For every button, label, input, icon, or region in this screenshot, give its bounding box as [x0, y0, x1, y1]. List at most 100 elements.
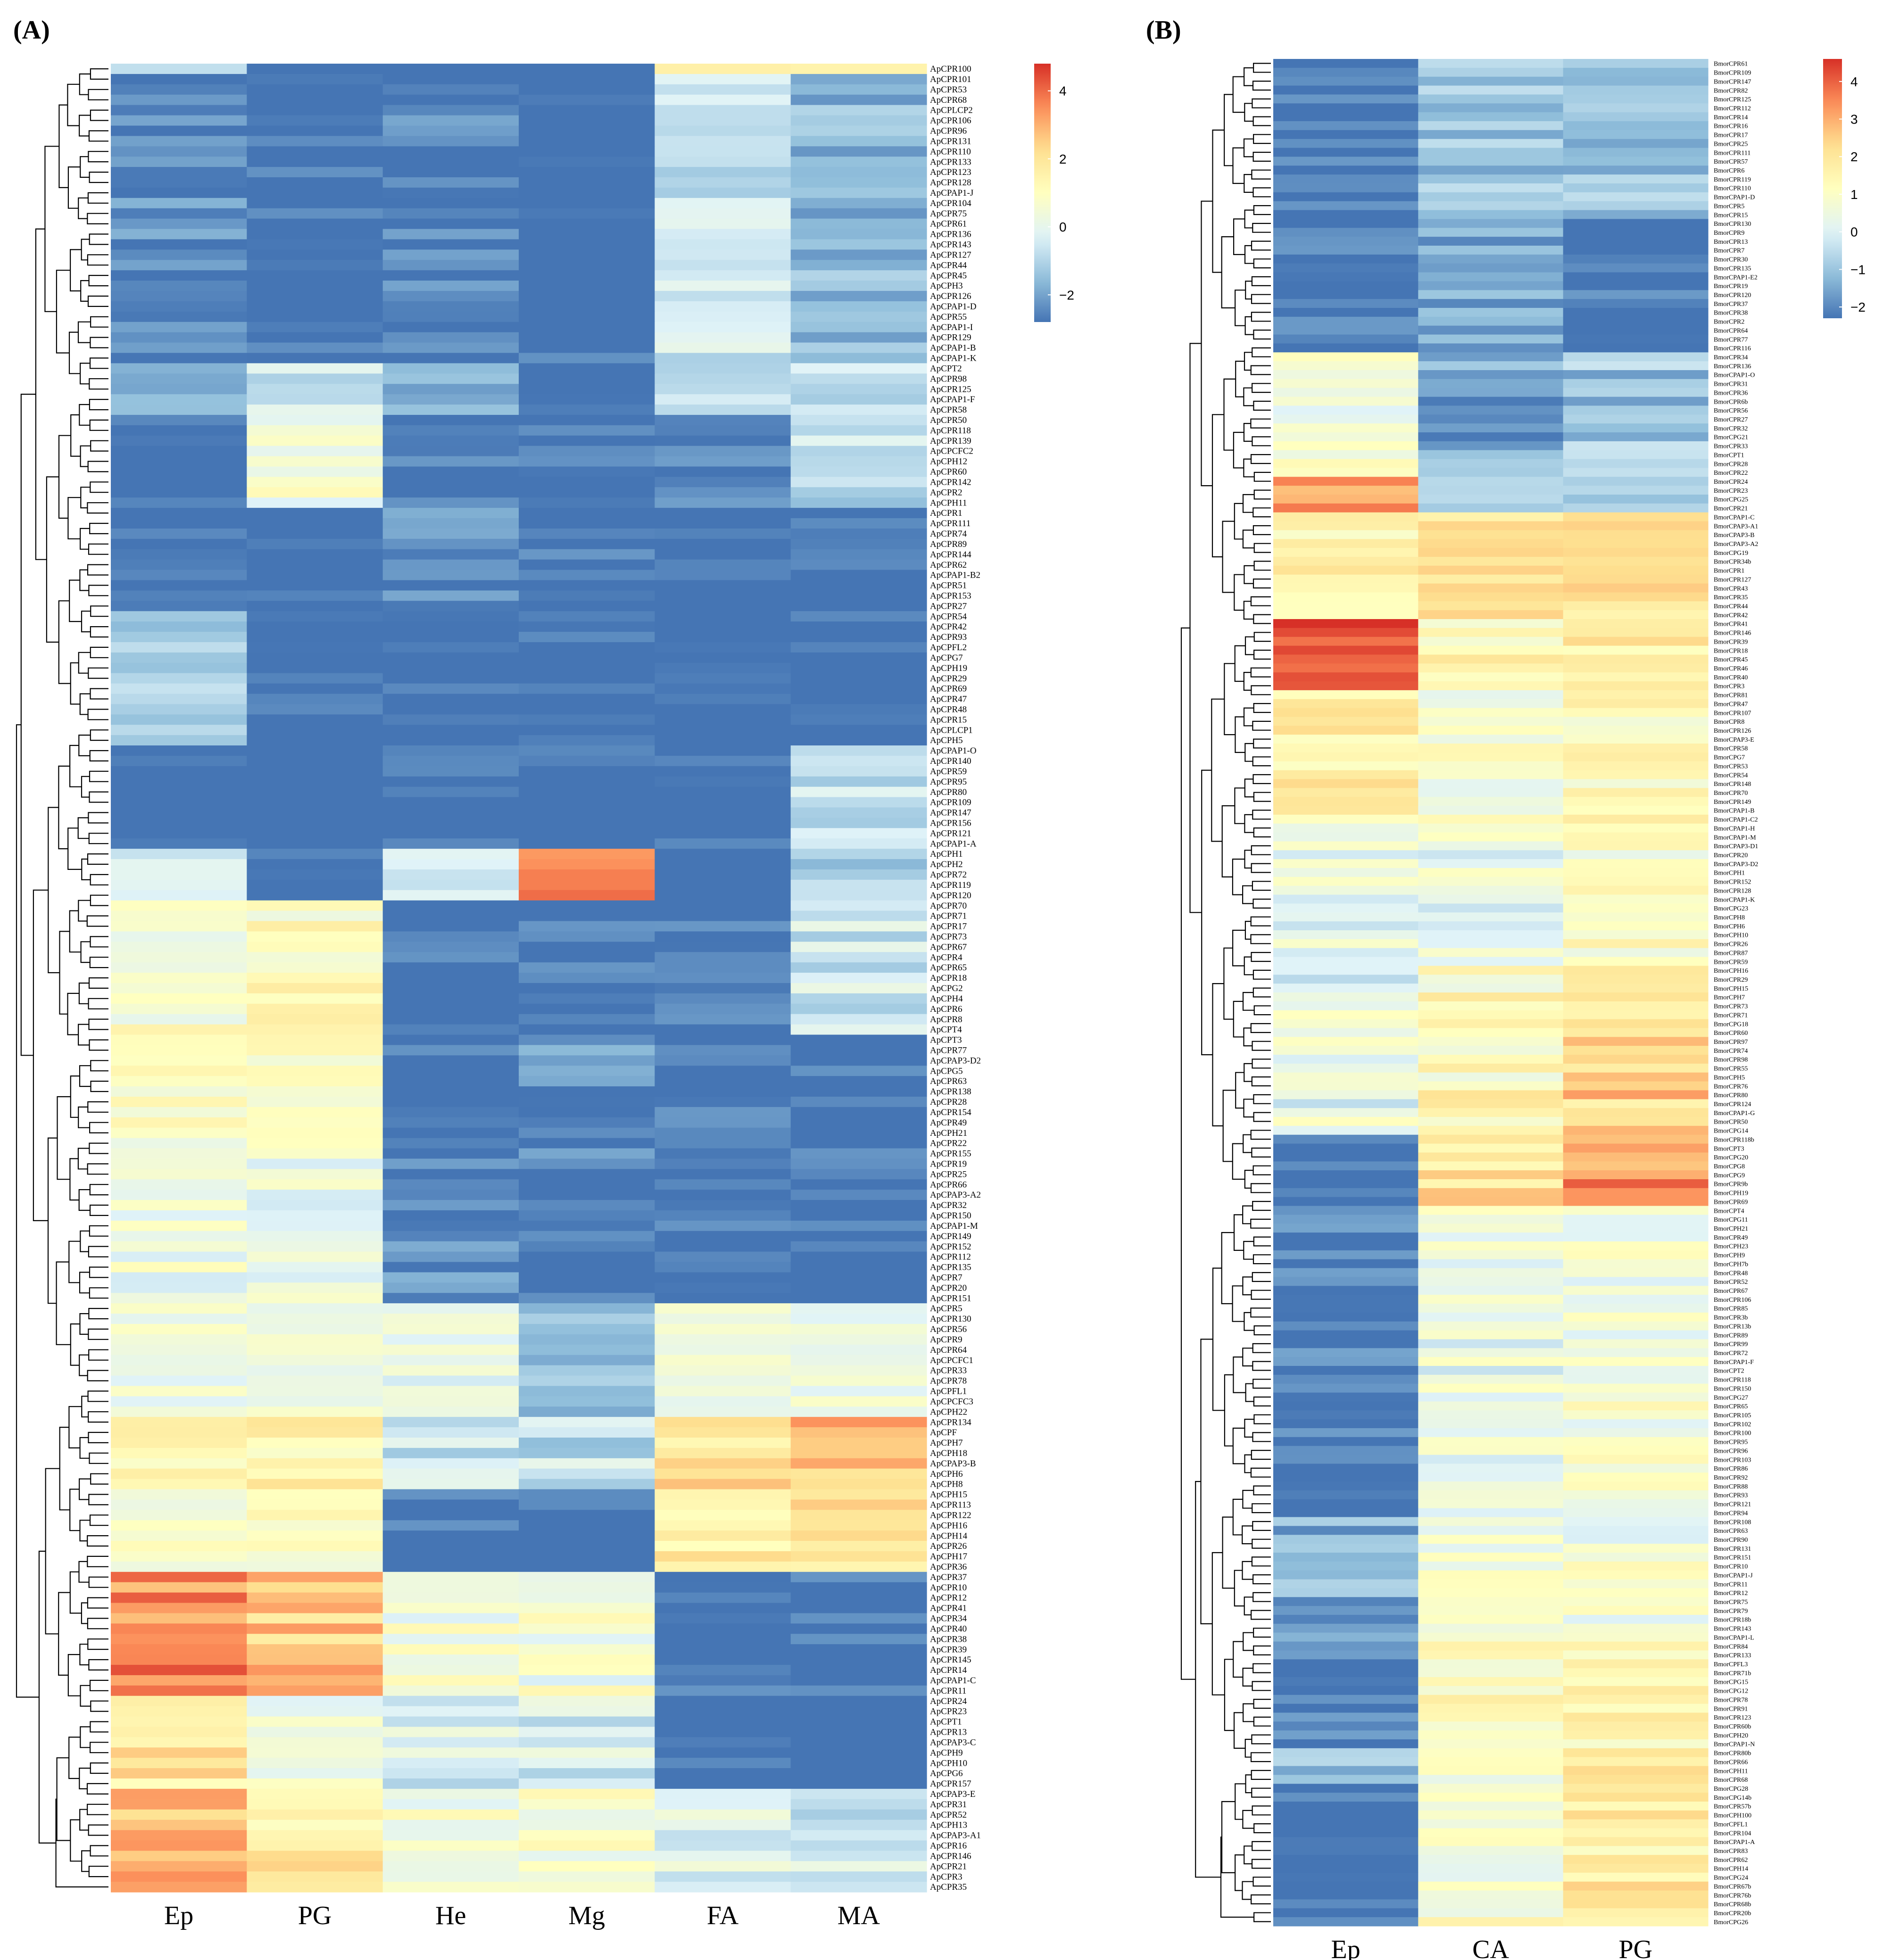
- heatmap-cell: [1563, 814, 1709, 824]
- dendrogram-branch: [1253, 116, 1271, 126]
- row-label: ApCPH2: [930, 860, 963, 869]
- heatmap-cell: [247, 786, 383, 798]
- heatmap-cell: [382, 64, 519, 74]
- heatmap-cell: [1418, 1908, 1564, 1918]
- dendrogram-branch: [79, 404, 90, 426]
- heatmap-cell: [382, 807, 519, 818]
- heatmap-cell: [790, 632, 927, 643]
- heatmap-cell: [655, 1727, 791, 1737]
- dendrogram-branch: [88, 275, 108, 287]
- dendrogram-branch: [89, 1514, 108, 1526]
- row-label: BmorCPR65: [1714, 1403, 1748, 1410]
- heatmap-cell: [655, 301, 791, 312]
- heatmap-cell: [111, 1334, 247, 1345]
- heatmap-cell: [382, 652, 519, 663]
- row-label: ApCPR51: [930, 581, 967, 591]
- heatmap-cell: [382, 1551, 519, 1562]
- heatmap-cell: [1563, 708, 1709, 718]
- row-label: BmorCPR103: [1714, 1456, 1751, 1464]
- dendrogram-branch: [69, 1571, 82, 1614]
- heatmap-cell: [1418, 1037, 1564, 1046]
- row-label: BmorCPAP1-D: [1714, 194, 1755, 201]
- dendrogram-branch: [89, 1266, 108, 1278]
- row-label: ApCPAP1-K: [930, 354, 977, 364]
- heatmap-cell: [111, 1530, 247, 1541]
- dendrogram-branch: [1224, 663, 1236, 736]
- heatmap-cell: [111, 1830, 247, 1841]
- row-label: ApCPAP3-E: [930, 1789, 975, 1799]
- dendrogram-branch: [88, 1824, 108, 1836]
- row-label: BmorCPR99: [1714, 1341, 1748, 1348]
- row-label: ApCPR96: [930, 126, 967, 136]
- heatmap-cell: [111, 869, 247, 880]
- heatmap-cell: [1418, 1401, 1564, 1411]
- heatmap-cell: [1563, 894, 1709, 904]
- dendrogram-branch: [79, 693, 91, 715]
- row-label: BmorCPR34b: [1714, 559, 1751, 566]
- row-label: ApCPR40: [930, 1624, 967, 1634]
- row-label: ApCPR3: [930, 1872, 962, 1882]
- heatmap-cell: [655, 1427, 791, 1438]
- heatmap-cell: [1418, 512, 1564, 522]
- heatmap-cell: [1563, 645, 1709, 655]
- heatmap-cell: [790, 1107, 927, 1118]
- heatmap-cell: [111, 249, 247, 260]
- heatmap-cell: [1418, 1268, 1564, 1278]
- row-label: ApCPR1: [930, 508, 962, 518]
- heatmap-cell: [519, 879, 655, 891]
- heatmap-cell: [1418, 557, 1564, 566]
- heatmap-cell: [1273, 601, 1418, 611]
- dendrogram-branch: [90, 894, 108, 906]
- heatmap-cell: [1563, 1828, 1709, 1838]
- dendrogram-branch: [1253, 579, 1271, 589]
- heatmap-cell: [111, 64, 247, 74]
- heatmap-cell: [382, 1706, 519, 1717]
- heatmap-cell: [1563, 583, 1709, 593]
- heatmap-cell: [1418, 1917, 1564, 1927]
- heatmap-cell: [1418, 1464, 1564, 1473]
- heatmap-cell: [655, 1241, 791, 1252]
- colorbar-gradient: [1823, 59, 1842, 318]
- heatmap-cell: [1273, 1748, 1418, 1758]
- heatmap-cell: [382, 229, 519, 240]
- heatmap-cell: [111, 1489, 247, 1500]
- heatmap-cell: [1273, 1570, 1418, 1580]
- heatmap-cell: [111, 508, 247, 519]
- row-label: ApCPH9: [930, 1748, 963, 1758]
- row-label: BmorCPAP1-L: [1714, 1634, 1754, 1641]
- row-label: BmorCPR85: [1714, 1306, 1748, 1313]
- heatmap-cell: [1273, 397, 1418, 406]
- heatmap-cell: [1418, 121, 1564, 131]
- dendrogram-branch: [87, 1638, 108, 1650]
- row-label: ApCPR119: [930, 880, 971, 890]
- heatmap-cell: [1273, 1686, 1418, 1695]
- heatmap-cell: [111, 260, 247, 271]
- heatmap-cell: [790, 363, 927, 374]
- heatmap-cell: [382, 621, 519, 632]
- heatmap-cell: [247, 528, 383, 539]
- heatmap-cell: [1418, 1881, 1564, 1891]
- row-label: ApCPR17: [930, 922, 967, 932]
- heatmap-cell: [1563, 450, 1709, 460]
- row-label: BmorCPG20: [1714, 1154, 1748, 1161]
- heatmap-cell: [247, 1592, 383, 1604]
- heatmap-cell: [111, 157, 247, 167]
- heatmap-cell: [1418, 717, 1564, 726]
- row-label: ApCPR157: [930, 1779, 971, 1789]
- dendrogram-branch: [89, 399, 108, 411]
- heatmap-cell: [1418, 1099, 1564, 1108]
- heatmap-cell: [1563, 1508, 1709, 1518]
- heatmap-cell: [247, 1127, 383, 1139]
- row-label: ApCPAP1-C: [930, 1676, 976, 1686]
- dendrogram-branch: [1252, 1432, 1271, 1442]
- heatmap-cell: [655, 1809, 791, 1820]
- row-label: BmorCPR109: [1714, 70, 1751, 77]
- heatmap-cell: [1273, 823, 1418, 833]
- heatmap-cell: [382, 1293, 519, 1304]
- row-label: ApCPR143: [930, 240, 971, 250]
- row-label: ApCPR156: [930, 818, 971, 828]
- dendrogram-branch: [1244, 1063, 1253, 1082]
- row-label: ApCPR50: [930, 415, 967, 425]
- heatmap-cell: [1563, 779, 1709, 788]
